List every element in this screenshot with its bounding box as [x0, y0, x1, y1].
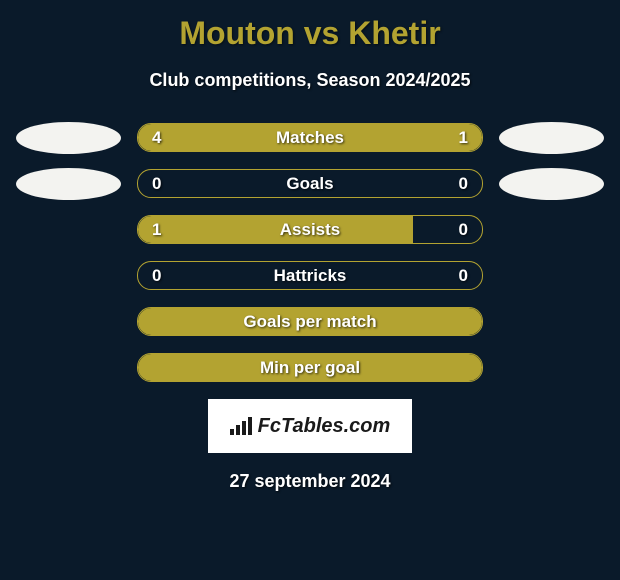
ellipse-spacer	[16, 214, 121, 246]
stat-row-assists: 1 Assists 0	[5, 215, 615, 244]
stat-row-hattricks: 0 Hattricks 0	[5, 261, 615, 290]
player-left-ellipse	[16, 122, 121, 154]
stat-label: Assists	[280, 220, 340, 240]
date-label: 27 september 2024	[0, 471, 620, 492]
stat-label: Matches	[276, 128, 344, 148]
stat-row-matches: 4 Matches 1	[5, 123, 615, 152]
stat-left-value: 0	[152, 174, 161, 194]
stat-bar-matches: 4 Matches 1	[137, 123, 483, 152]
ellipse-spacer	[16, 306, 121, 338]
stat-label: Goals	[286, 174, 333, 194]
branding-text: FcTables.com	[258, 415, 391, 438]
stat-row-goals: 0 Goals 0	[5, 169, 615, 198]
stat-bar-assists: 1 Assists 0	[137, 215, 483, 244]
stats-area: 4 Matches 1 0 Goals 0 1 Assists 0	[0, 123, 620, 382]
stat-right-value: 1	[459, 128, 468, 148]
stat-row-min-per-goal: Min per goal	[5, 353, 615, 382]
stat-bar-hattricks: 0 Hattricks 0	[137, 261, 483, 290]
stat-bar-goals-per-match: Goals per match	[137, 307, 483, 336]
ellipse-spacer	[499, 214, 604, 246]
stat-label: Hattricks	[274, 266, 347, 286]
ellipse-spacer	[499, 352, 604, 384]
stat-right-value: 0	[459, 266, 468, 286]
stat-label: Goals per match	[243, 312, 376, 332]
stat-row-goals-per-match: Goals per match	[5, 307, 615, 336]
ellipse-spacer	[499, 260, 604, 292]
player-right-ellipse	[499, 168, 604, 200]
player-left-ellipse	[16, 168, 121, 200]
player-right-ellipse	[499, 122, 604, 154]
stat-label: Min per goal	[260, 358, 360, 378]
ellipse-spacer	[499, 306, 604, 338]
stat-bar-min-per-goal: Min per goal	[137, 353, 483, 382]
stat-left-value: 1	[152, 220, 161, 240]
branding-badge: FcTables.com	[208, 399, 412, 453]
stat-left-value: 4	[152, 128, 161, 148]
ellipse-spacer	[16, 260, 121, 292]
bar-right-fill	[413, 124, 482, 151]
stat-left-value: 0	[152, 266, 161, 286]
stat-right-value: 0	[459, 220, 468, 240]
stat-right-value: 0	[459, 174, 468, 194]
page-title: Mouton vs Khetir	[0, 15, 620, 52]
chart-icon	[230, 417, 252, 435]
page-subtitle: Club competitions, Season 2024/2025	[0, 70, 620, 91]
bar-left-fill	[138, 216, 413, 243]
stat-bar-goals: 0 Goals 0	[137, 169, 483, 198]
ellipse-spacer	[16, 352, 121, 384]
